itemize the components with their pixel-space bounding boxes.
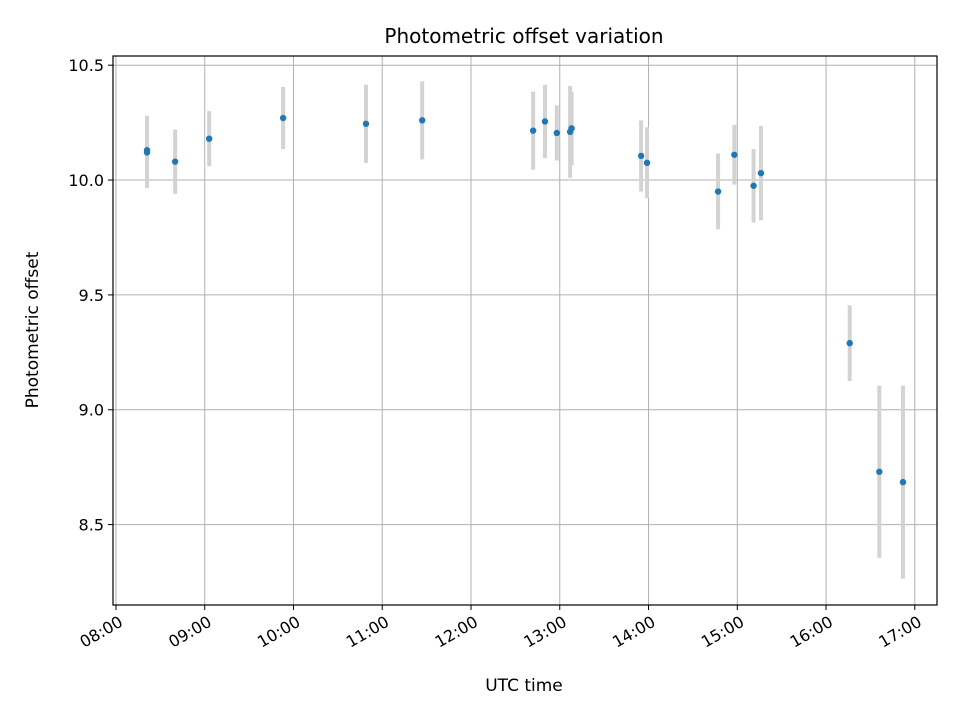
x-tick-label: 09:00: [165, 612, 214, 652]
y-tick-label: 9.5: [79, 286, 104, 305]
data-point: [553, 129, 561, 137]
plot-frame: [112, 55, 938, 606]
y-tick-label: 10.0: [68, 171, 104, 190]
data-point: [899, 478, 907, 486]
x-tick-label: 14:00: [609, 612, 658, 652]
data-point: [171, 158, 179, 165]
x-tick-label: 15:00: [698, 612, 747, 652]
data-point: [143, 146, 151, 154]
x-axis-title: UTC time: [485, 676, 563, 696]
data-point: [643, 159, 651, 167]
y-tick-label: 9.0: [79, 401, 104, 420]
y-axis: 8.5 9.0 9.5 10.0 10.5: [68, 56, 113, 535]
data-point: [731, 151, 738, 158]
x-tick-label: 08:00: [77, 612, 126, 652]
data-point: [750, 182, 757, 189]
y-tick-label: 10.5: [68, 56, 104, 75]
data-point: [714, 188, 722, 195]
data-point: [279, 114, 287, 122]
x-tick-label: 10:00: [254, 612, 303, 652]
data-point: [362, 120, 370, 127]
chart-title: Photometric offset variation: [384, 24, 663, 48]
x-tick-label: 12:00: [432, 612, 481, 652]
x-axis: 08:00 09:00 10:00 11:00 12:00 13:00 14:00 15:00…: [77, 605, 925, 652]
data-point: [541, 118, 549, 125]
data-point: [568, 125, 575, 132]
x-tick-label: 11:00: [343, 612, 392, 652]
y-axis-title: Photometric offset: [23, 251, 43, 408]
data-point: [757, 169, 765, 177]
x-tick-label: 13:00: [520, 612, 569, 652]
data-point: [637, 152, 645, 160]
error-bars: [145, 81, 905, 579]
x-tick-label: 17:00: [875, 612, 924, 652]
data-point: [529, 127, 537, 134]
data-point: [876, 468, 883, 475]
grid: [113, 56, 937, 605]
data-point: [418, 117, 426, 124]
data-point: [846, 339, 853, 347]
y-tick-label: 8.5: [79, 516, 104, 535]
data-point: [205, 135, 213, 142]
data-points: [143, 114, 907, 486]
x-tick-label: 16:00: [787, 612, 836, 652]
